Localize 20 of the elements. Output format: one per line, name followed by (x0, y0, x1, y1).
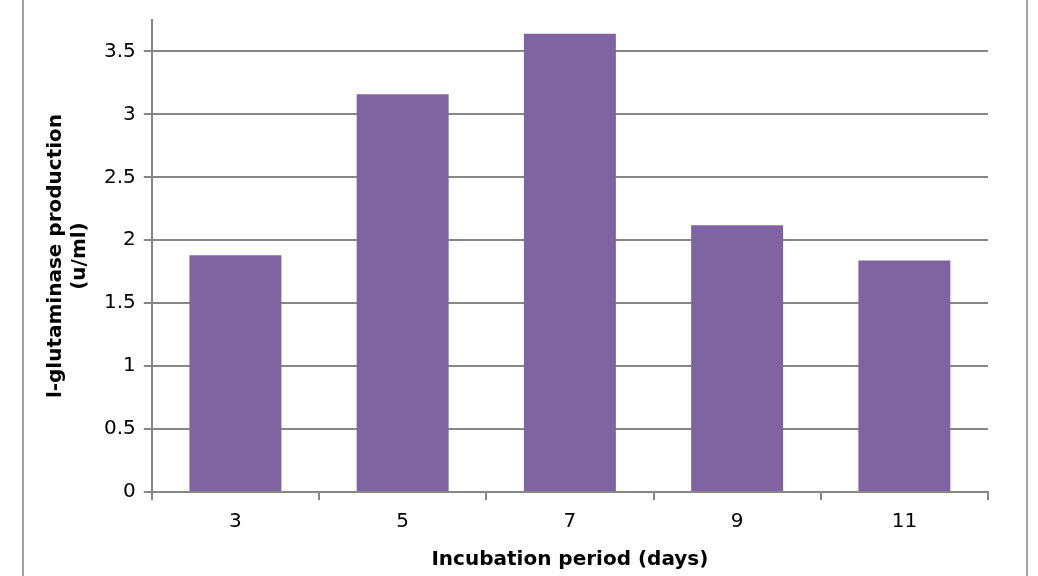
x-tick-label: 7 (563, 508, 577, 533)
y-tick-label: 2.5 (103, 163, 136, 188)
y-tick-label: 3.5 (103, 37, 136, 62)
y-tick-label: 3 (123, 100, 136, 125)
bar (858, 260, 951, 491)
y-tick-label: 0 (123, 478, 136, 503)
y-tick-label: 1.5 (103, 289, 136, 314)
y-axis-title: l-glutaminase production (u/ml) (42, 113, 91, 399)
x-tick-label: 3 (229, 508, 242, 533)
bar (356, 94, 449, 491)
x-tick-label: 11 (891, 508, 918, 533)
y-tick-label: 0.5 (103, 415, 136, 440)
y-tick-label: 2 (123, 226, 136, 251)
y-tick-label: 1 (123, 352, 136, 377)
x-tick-label: 9 (730, 508, 744, 533)
bar (189, 255, 282, 491)
bar (691, 225, 784, 491)
x-axis-title: Incubation period (days) (431, 546, 709, 571)
bar (523, 33, 616, 491)
x-tick-label: 5 (396, 508, 410, 533)
